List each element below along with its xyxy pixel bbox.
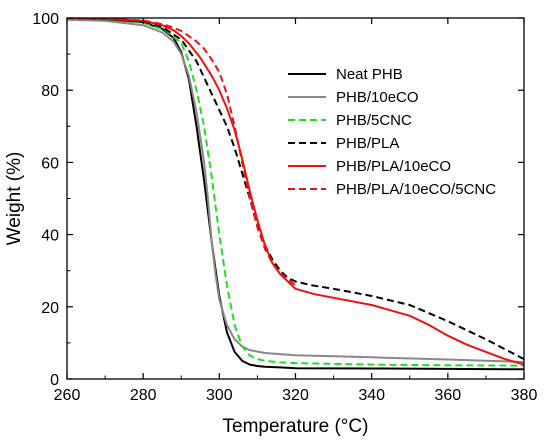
y-tick-label: 60 bbox=[41, 155, 59, 172]
series-line-2 bbox=[67, 18, 524, 363]
legend-label: PHB/PLA/10eCO bbox=[336, 158, 451, 175]
plot-frame bbox=[66, 17, 525, 380]
y-tick-label: 20 bbox=[41, 300, 59, 317]
legend-label: PHB/PLA bbox=[336, 135, 399, 152]
legend-label: PHB/10eCO bbox=[336, 89, 419, 106]
x-tick-label: 300 bbox=[206, 387, 233, 404]
y-tick-label: 40 bbox=[41, 228, 59, 245]
x-tick-label: 320 bbox=[282, 387, 309, 404]
y-axis-title: Weight (%) bbox=[4, 152, 25, 246]
x-tick-label: 360 bbox=[434, 387, 461, 404]
legend-label: Neat PHB bbox=[336, 66, 403, 83]
x-tick-label: 380 bbox=[511, 387, 538, 404]
series-line-5 bbox=[67, 18, 524, 366]
legend: Neat PHB PHB/10eCO PHB/5CNC PHB/PLA PHB/PLA/… bbox=[288, 66, 496, 198]
x-tick-label: 340 bbox=[358, 387, 385, 404]
series-line-6 bbox=[67, 18, 297, 286]
legend-label: PHB/5CNC bbox=[336, 112, 412, 129]
y-tick-label: 0 bbox=[50, 372, 59, 389]
y-tick-label: 80 bbox=[41, 83, 59, 100]
x-axis-title: Temperature (°C) bbox=[223, 416, 369, 437]
x-tick-label: 280 bbox=[130, 387, 157, 404]
legend-label: PHB/PLA/10eCO/5CNC bbox=[336, 181, 496, 198]
x-tick-label: 260 bbox=[54, 387, 81, 404]
series-line-3 bbox=[67, 18, 524, 367]
y-tick-label: 100 bbox=[32, 11, 59, 28]
